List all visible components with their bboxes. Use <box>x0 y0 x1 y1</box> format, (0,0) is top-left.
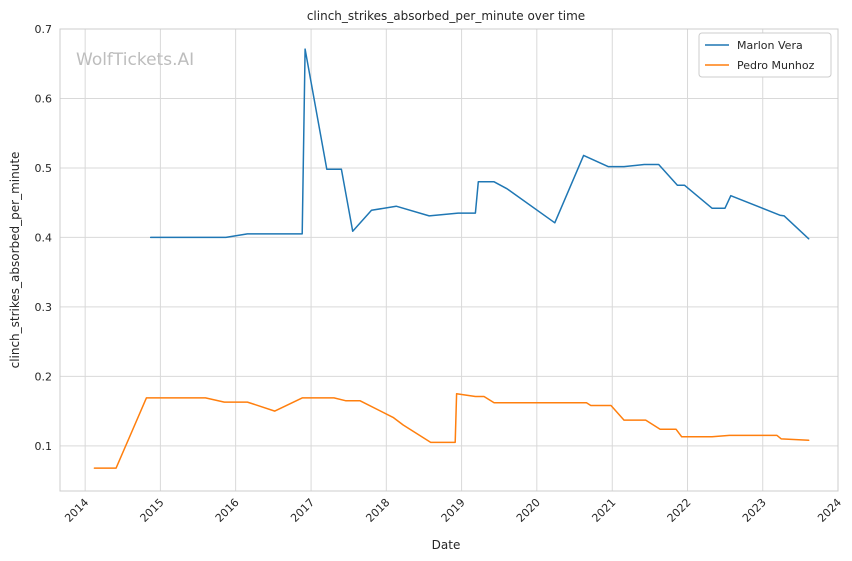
legend-label-pedro-munhoz: Pedro Munhoz <box>737 59 815 72</box>
y-tick-labels: 0.1 0.2 0.3 0.4 0.5 0.6 0.7 <box>35 23 53 453</box>
x-axis-title: Date <box>432 538 461 552</box>
y-tick-label: 0.4 <box>35 231 53 244</box>
plot-area <box>60 29 838 491</box>
y-tick-label: 0.3 <box>35 301 53 314</box>
watermark: WolfTickets.AI <box>76 50 194 70</box>
y-tick-label: 0.6 <box>35 92 53 105</box>
y-tick-label: 0.1 <box>35 440 53 453</box>
legend-label-marlon-vera: Marlon Vera <box>737 39 803 52</box>
y-tick-label: 0.2 <box>35 370 53 383</box>
series-lines <box>93 48 810 469</box>
y-axis-title: clinch_strikes_absorbed_per_minute <box>8 152 22 369</box>
series-line-pedro-munhoz <box>93 392 810 469</box>
y-tick-label: 0.5 <box>35 162 53 175</box>
legend-box <box>698 32 832 78</box>
chart-title: clinch_strikes_absorbed_per_minute over … <box>307 9 585 23</box>
series-line-marlon-vera <box>149 48 810 240</box>
plot-frame <box>59 28 839 492</box>
legend: Marlon Vera Pedro Munhoz <box>698 32 832 78</box>
y-tick-label: 0.7 <box>35 23 53 36</box>
